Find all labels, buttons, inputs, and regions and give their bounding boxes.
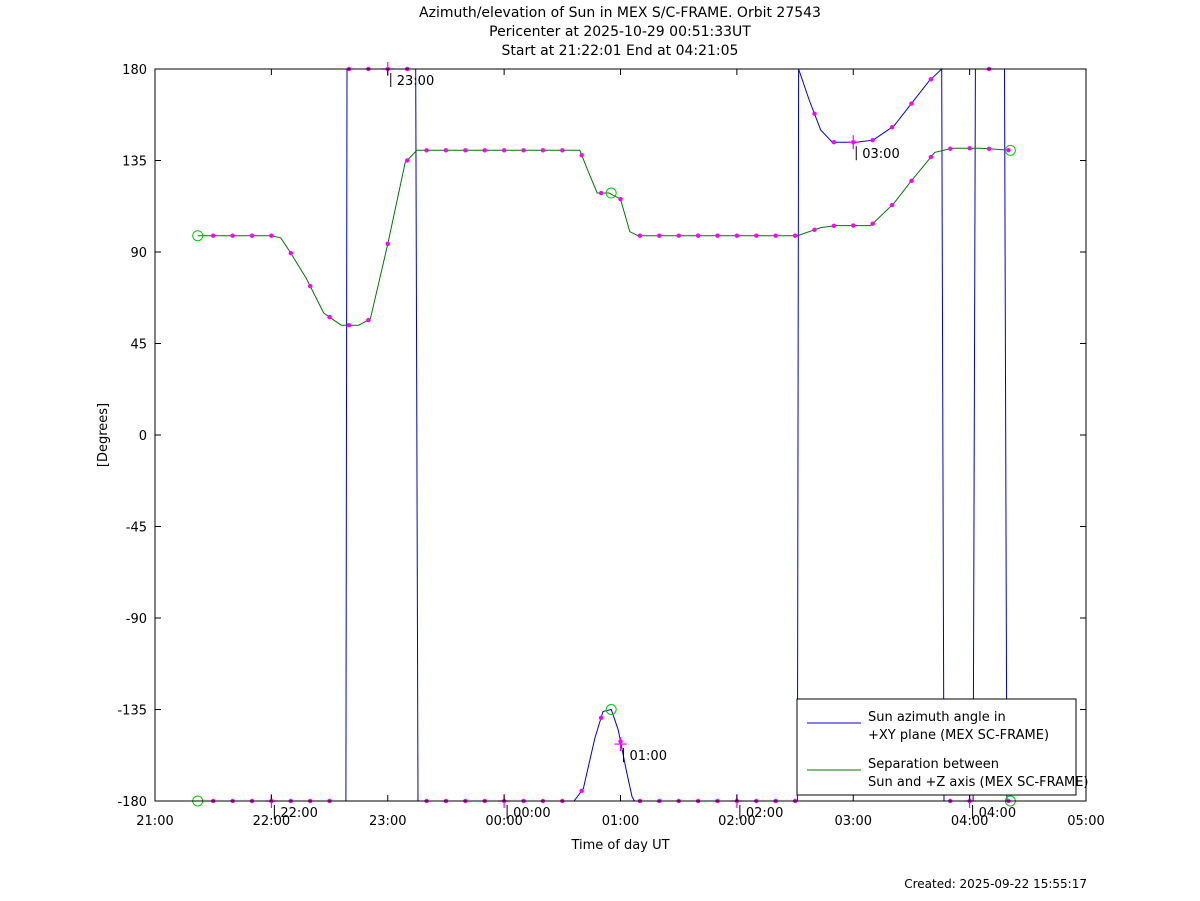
- chart-title: Azimuth/elevation of Sun in MEX S/C-FRAM…: [419, 5, 821, 21]
- time-dot: [482, 148, 487, 153]
- legend-label-azimuth-line1: Sun azimuth angle in: [868, 710, 1006, 725]
- y-tick-label: 45: [130, 338, 147, 353]
- x-tick-label: 05:00: [1067, 814, 1104, 829]
- time-dot: [715, 233, 720, 238]
- time-dot: [657, 233, 662, 238]
- plot-frame: [154, 68, 1087, 802]
- orbit-endpoint-marker: [1004, 144, 1016, 156]
- time-dot: [618, 196, 623, 202]
- x-tick-label: 03:00: [835, 814, 872, 829]
- x-axis-label: Time of day UT: [570, 838, 669, 853]
- orbit-endpoint-marker: [605, 187, 617, 199]
- y-tick-label: -135: [117, 704, 147, 719]
- y-tick-label: 135: [122, 155, 147, 170]
- time-dot: [269, 233, 274, 238]
- time-dot: [540, 148, 546, 153]
- time-dot: [307, 283, 313, 289]
- time-dot: [501, 148, 507, 153]
- time-dot: [967, 146, 972, 151]
- time-dot: [288, 250, 293, 256]
- time-dot: [773, 233, 778, 238]
- time-dot: [404, 158, 410, 163]
- time-dot: [928, 154, 934, 160]
- marker-layer: [192, 66, 1016, 807]
- time-dot: [889, 202, 895, 208]
- time-dot: [366, 317, 371, 323]
- x-tick-label: 01:00: [602, 814, 639, 829]
- orbit-time-label: 23:00: [397, 74, 434, 89]
- time-dot: [909, 178, 914, 184]
- chart-subtitle-start-end: Start at 21:22:01 End at 04:21:05: [501, 43, 739, 59]
- time-dot: [210, 233, 216, 238]
- legend-label-separation-line2: Sun and +Z axis (MEX SC-FRAME): [868, 775, 1089, 790]
- x-tick-label: 02:00: [718, 814, 755, 829]
- x-tick-label: 22:00: [253, 814, 290, 829]
- time-dot: [327, 314, 332, 320]
- series-layer: [197, 67, 1011, 802]
- orbit-time-label: 04:00: [979, 806, 1016, 821]
- time-dot: [443, 148, 449, 153]
- time-dot: [986, 146, 992, 152]
- time-dot: [948, 146, 953, 151]
- x-tick-label: 04:00: [951, 814, 988, 829]
- time-dot: [424, 148, 429, 153]
- x-tick-label: 23:00: [369, 814, 406, 829]
- time-dot: [676, 233, 681, 238]
- y-tick-label: -90: [126, 612, 147, 627]
- y-tick-label: 180: [122, 63, 147, 78]
- time-dot: [909, 101, 914, 106]
- time-dot: [560, 148, 565, 153]
- time-dot: [831, 140, 837, 145]
- time-dot: [598, 715, 604, 721]
- chart-subtitle-pericenter: Pericenter at 2025-10-29 00:51:33UT: [489, 24, 751, 40]
- time-dot: [637, 233, 643, 238]
- series-line-0: [197, 67, 1011, 802]
- time-dot: [249, 233, 255, 238]
- time-dot: [521, 148, 526, 153]
- orbit-time-label: 22:00: [280, 806, 317, 821]
- series-line-1: [197, 147, 1011, 326]
- time-dot: [754, 233, 759, 238]
- time-dot: [579, 152, 584, 158]
- legend: Sun azimuth angle in +XY plane (MEX SC-F…: [796, 698, 1089, 796]
- time-dot: [734, 233, 740, 238]
- y-tick-label: 90: [130, 246, 147, 261]
- time-dot: [831, 223, 837, 229]
- y-tick-label: -45: [126, 521, 147, 536]
- time-dot: [346, 323, 352, 328]
- time-dot: [695, 233, 701, 238]
- orbit-endpoint-marker: [192, 230, 204, 242]
- y-tick-label: -180: [117, 795, 147, 810]
- orbit-time-label: 01:00: [630, 749, 667, 764]
- time-dot: [230, 233, 235, 238]
- legend-label-separation-line1: Separation between: [868, 757, 999, 772]
- time-dot: [463, 148, 468, 153]
- axis-layer: 180 135 90 45 0 -45 -90 -135 -180 21:00 22:00 23:00…: [117, 63, 1104, 829]
- time-dot: [792, 233, 798, 238]
- time-dot: [812, 111, 817, 116]
- time-dot: [870, 221, 875, 226]
- y-tick-label: 0: [139, 429, 147, 444]
- legend-box: [796, 698, 1077, 796]
- time-dot: [579, 788, 584, 794]
- time-dot: [870, 138, 875, 143]
- time-dot: [812, 227, 817, 232]
- time-dot: [851, 223, 856, 228]
- orbit-time-label: 02:00: [746, 806, 783, 821]
- orbit-endpoint-marker: [605, 704, 617, 715]
- x-tick-label: 00:00: [485, 814, 522, 829]
- time-dot: [889, 125, 895, 130]
- x-tick-label: 21:00: [136, 814, 173, 829]
- legend-label-azimuth-line2: +XY plane (MEX SC-FRAME): [868, 728, 1049, 743]
- time-dot: [1006, 147, 1011, 153]
- orbit-time-label: 00:00: [513, 806, 550, 821]
- time-dot: [385, 241, 390, 247]
- y-axis-label: [Degrees]: [96, 403, 111, 467]
- created-timestamp: Created: 2025-09-22 15:55:17: [904, 877, 1087, 891]
- orbit-time-label: 03:00: [862, 147, 899, 162]
- time-dot: [928, 77, 934, 82]
- time-dot: [598, 190, 604, 196]
